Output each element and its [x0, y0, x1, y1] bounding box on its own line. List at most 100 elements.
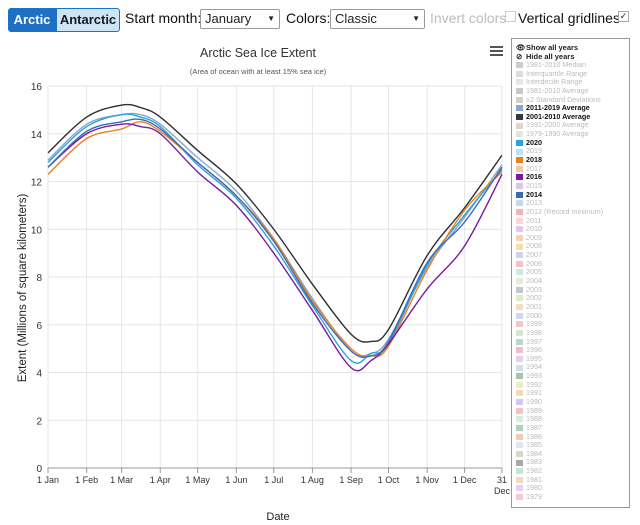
legend-item[interactable]: 2007 [512, 250, 629, 260]
legend-item[interactable]: 2012 (Record minimum) [512, 207, 629, 217]
legend-item[interactable]: 1998 [512, 328, 629, 338]
legend-item[interactable]: 2001 [512, 302, 629, 312]
legend-swatch [516, 79, 523, 86]
chart-menu-icon[interactable] [490, 46, 503, 58]
legend-item[interactable]: 1981 [512, 475, 629, 485]
legend-item[interactable]: 1983 [512, 458, 629, 467]
legend-item[interactable]: 1987 [512, 423, 629, 433]
legend-item[interactable]: 2020 [512, 138, 629, 148]
gridlines-checkbox[interactable]: ✓ [618, 11, 629, 22]
legend-item[interactable]: 1996 [512, 345, 629, 355]
show-all-years-button[interactable]: 👁Show all years [516, 43, 579, 52]
x-tick-label: 1 Dec [453, 475, 477, 485]
legend-item[interactable]: 1992 [512, 380, 629, 390]
dropdown-arrow-icon: ▼ [412, 14, 420, 23]
legend-swatch [516, 88, 523, 95]
hide-all-years-button[interactable]: ⊘ Hide all years [516, 52, 575, 61]
legend-item[interactable]: 2019 [512, 147, 629, 156]
legend-label: Interdecile Range [526, 77, 583, 87]
legend-item[interactable]: 2005 [512, 268, 629, 277]
y-tick-label: 16 [31, 82, 43, 93]
legend-label: 1981-2010 Average [526, 85, 589, 95]
legend-swatch [516, 416, 523, 423]
legend-item[interactable]: 1981-2010 Median [512, 60, 629, 70]
legend-item[interactable]: 2001-2010 Average [512, 112, 629, 122]
y-axis-label: Extent (Millions of square kilometers) [17, 194, 29, 383]
legend-item[interactable]: 2003 [512, 285, 629, 295]
gridlines-label: Vertical gridlines [518, 10, 620, 26]
legend-item[interactable]: 2013 [512, 198, 629, 208]
legend-swatch [516, 390, 523, 397]
y-tick-label: 2 [36, 416, 42, 427]
legend-item[interactable]: 1989 [512, 406, 629, 416]
legend-item[interactable]: 2002 [512, 293, 629, 303]
legend-item[interactable]: 2017 [512, 164, 629, 174]
legend-swatch [516, 269, 523, 276]
legend-swatch [516, 191, 523, 198]
y-tick-label: 12 [31, 178, 43, 189]
x-axis-label: Date [266, 511, 289, 523]
legend-item[interactable]: 1981-2010 Average [512, 85, 629, 96]
legend-item[interactable]: 2006 [512, 258, 629, 269]
legend-item[interactable]: 1997 [512, 337, 629, 347]
legend-item[interactable]: 1990 [512, 397, 629, 407]
legend-item[interactable]: Interquartile Range [512, 69, 629, 79]
legend-label: 1991 [526, 388, 542, 398]
legend-item[interactable]: 2018 [512, 155, 629, 165]
legend-item[interactable]: 2010 [512, 224, 629, 234]
legend-item[interactable]: 2008 [512, 242, 629, 251]
legend-item[interactable]: ±2 Standard Deviations [512, 94, 629, 105]
legend-label: 2007 [526, 250, 542, 260]
legend-label: 1981-2010 Median [526, 60, 586, 69]
legend-item[interactable]: 1995 [512, 354, 629, 364]
start-month-select[interactable]: January ▼ [200, 9, 280, 29]
legend-item[interactable]: 2014 [512, 190, 629, 200]
legend-item[interactable]: 1982 [512, 466, 629, 476]
legend-swatch [516, 278, 523, 285]
legend-item[interactable]: 2004 [512, 276, 629, 286]
legend-swatch [516, 399, 523, 406]
legend-label: 1994 [526, 362, 542, 372]
legend-item[interactable]: Interdecile Range [512, 77, 629, 87]
colors-label: Colors: [286, 10, 331, 26]
legend-item[interactable]: 1986 [512, 432, 629, 442]
legend-item[interactable]: 1993 [512, 371, 629, 381]
legend-label: 2002 [526, 293, 542, 303]
x-tick-label: 1 Jun [225, 475, 247, 485]
x-tick-label: 1 Oct [378, 475, 400, 485]
legend-label: ±2 Standard Deviations [526, 94, 601, 104]
legend-item[interactable]: 2011-2019 Average [512, 103, 629, 113]
legend-swatch [516, 442, 523, 449]
sea-ice-chart: Arctic Sea Ice Extent (Area of ocean wit… [17, 46, 510, 523]
legend-item[interactable]: 1991 [512, 389, 629, 398]
toolbar: Arctic Antarctic Start month: January ▼ … [0, 0, 640, 38]
series-line-2011-2019-average [47, 112, 503, 358]
colors-select[interactable]: Classic ▼ [330, 9, 425, 29]
legend-item[interactable]: 1980 [512, 484, 629, 493]
legend-swatch [516, 304, 523, 311]
legend-item[interactable]: 1979-1990 Average [512, 129, 629, 139]
legend-swatch [516, 485, 523, 492]
x-tick-label: 1 Aug [301, 475, 324, 485]
invert-colors-checkbox[interactable] [505, 11, 516, 22]
invert-colors-label: Invert colors [430, 10, 507, 26]
legend-item[interactable]: 1985 [512, 440, 629, 450]
legend-item[interactable]: 2009 [512, 233, 629, 243]
legend-item[interactable]: 1991-2000 Average [512, 121, 629, 130]
tab-antarctic[interactable]: Antarctic [56, 8, 120, 32]
legend-swatch [516, 113, 523, 120]
legend-item[interactable]: 2015 [512, 181, 629, 191]
legend-swatch [516, 252, 523, 259]
legend-item[interactable]: 1994 [512, 363, 629, 372]
series-line-2014 [47, 118, 503, 358]
legend-item[interactable]: 1979 [512, 492, 629, 502]
tab-arctic[interactable]: Arctic [8, 8, 56, 32]
legend-item[interactable]: 1988 [512, 414, 629, 424]
legend-label: 1982 [526, 466, 542, 476]
legend-item[interactable]: 2016 [512, 173, 629, 182]
legend-item[interactable]: 1999 [512, 319, 629, 329]
legend-item[interactable]: 2000 [512, 311, 629, 321]
legend-label: 2006 [526, 258, 542, 268]
legend-item[interactable]: 2011 [512, 216, 629, 226]
legend-item[interactable]: 1984 [512, 449, 629, 459]
